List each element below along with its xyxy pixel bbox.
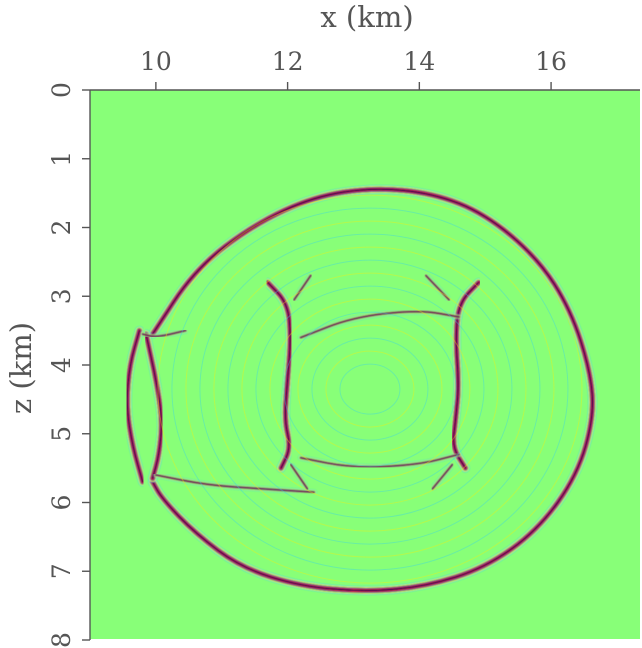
y-tick-label: 4 — [47, 357, 76, 373]
wavefront-diffractor-right-a — [449, 278, 484, 473]
wavefront-diffractor-left-a — [263, 278, 295, 473]
wavefront-inner-arc-top — [297, 308, 462, 341]
texture-ring — [325, 350, 415, 428]
wavefront-stroke — [126, 329, 144, 483]
wavefront-stroke — [293, 275, 312, 301]
x-tick-label: 14 — [403, 47, 435, 76]
plot-background — [90, 90, 640, 639]
texture-ring — [227, 259, 513, 519]
wavefront-left-fold — [139, 327, 189, 340]
texture-ring — [339, 363, 401, 415]
wavefront-stroke — [431, 464, 453, 490]
y-tick-label: 7 — [47, 563, 76, 579]
y-tick-label: 6 — [47, 495, 76, 511]
wavefront-stroke — [267, 281, 291, 469]
texture-ring — [269, 298, 471, 480]
wavefront-stroke — [425, 275, 450, 301]
wavefront-stroke — [142, 330, 187, 337]
wavefront-left-inner — [141, 329, 166, 483]
y-tick-label: 1 — [47, 151, 76, 167]
texture-ring — [157, 194, 583, 584]
wavefront-diffractor-right-c — [429, 461, 456, 492]
wavefront-stroke — [145, 333, 163, 480]
texture-ring — [213, 246, 527, 532]
texture-ring — [255, 285, 485, 493]
interference-texture — [157, 194, 583, 584]
x-tick-label: 10 — [140, 47, 172, 76]
texture-ring — [199, 233, 541, 545]
wavefield-events — [122, 184, 597, 595]
wavefront-stroke — [155, 474, 315, 493]
y-tick-label: 5 — [47, 426, 76, 442]
texture-ring — [297, 324, 443, 454]
wavefront-stroke — [151, 188, 594, 592]
wavefront-diffractor-left-b — [291, 272, 314, 303]
y-tick-label: 8 — [47, 632, 76, 648]
y-ticks: 0 1 2 3 4 5 6 7 8 — [47, 82, 90, 648]
texture-ring — [185, 220, 555, 558]
texture-ring — [311, 337, 429, 441]
wavefront-diffractor-left-c — [287, 461, 311, 492]
wavefront-stroke — [300, 453, 460, 468]
wavefront-left-cusp — [122, 326, 148, 487]
wavefront-outer-envelope — [148, 184, 597, 595]
wavefront-stroke — [290, 464, 308, 490]
wavefront-stroke — [452, 281, 480, 469]
y-tick-label: 0 — [47, 82, 76, 98]
x-axis-label: x (km) — [320, 0, 413, 34]
wavefront-lower-fold — [152, 472, 317, 496]
y-tick-label: 2 — [47, 220, 76, 236]
wavefront-inner-arc-bottom — [297, 451, 462, 470]
texture-ring — [241, 272, 499, 506]
wavefront-stroke — [300, 311, 460, 339]
wavefront-diffractor-right-b — [422, 272, 452, 303]
x-ticks: 10 12 14 16 — [140, 47, 567, 90]
x-tick-label: 16 — [535, 47, 567, 76]
y-tick-label: 3 — [47, 288, 76, 304]
texture-ring — [283, 311, 457, 467]
y-axis-label: z (km) — [4, 322, 38, 414]
texture-ring — [171, 207, 569, 571]
x-tick-label: 12 — [272, 47, 304, 76]
